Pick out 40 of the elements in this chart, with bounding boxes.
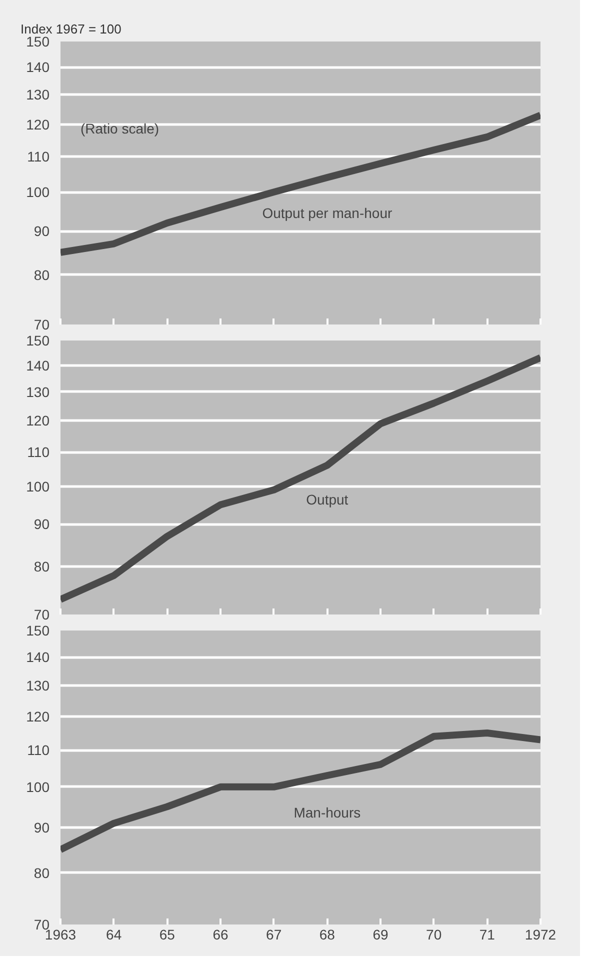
y-tick-label: 90 (34, 516, 50, 532)
y-tick-label: 80 (34, 266, 50, 283)
y-tick-label: 70 (34, 316, 50, 332)
y-tick-label: 150 (26, 622, 50, 638)
series-label: Output per man-hour (262, 204, 392, 221)
y-tick-label: 110 (27, 148, 50, 165)
series-label: Man-hours (294, 804, 361, 820)
y-tick-label: 100 (26, 184, 50, 200)
y-tick-label: 130 (26, 86, 50, 103)
y-tick-label: 130 (26, 384, 50, 400)
y-tick-label: 120 (26, 412, 50, 429)
x-tick-label: 68 (319, 926, 336, 942)
y-tick-label: 150 (26, 332, 50, 348)
x-tick-label: 67 (266, 926, 282, 942)
y-tick-label: 90 (34, 223, 50, 240)
y-tick-label: 70 (34, 606, 50, 622)
y-tick-label: 120 (26, 116, 50, 132)
y-tick-label: 150 (26, 34, 50, 50)
x-tick-label: 70 (426, 926, 442, 942)
y-tick-label: 100 (26, 778, 50, 795)
y-tick-label: 120 (26, 708, 50, 725)
chart-title: Index 1967 = 100 (20, 22, 122, 36)
annotation: (Ratio scale) (80, 120, 160, 136)
y-tick-label: 90 (34, 820, 50, 836)
y-tick-label: 140 (26, 649, 50, 666)
y-tick-label: 110 (27, 742, 50, 758)
x-tick-label: 1972 (524, 926, 556, 942)
x-tick-label: 64 (106, 926, 122, 942)
y-tick-label: 80 (34, 558, 50, 574)
y-tick-label: 100 (26, 478, 50, 494)
y-tick-label: 80 (34, 864, 50, 881)
series-label: Output (306, 492, 348, 508)
x-tick-label: 65 (159, 926, 176, 942)
x-tick-label: 69 (372, 926, 388, 942)
y-tick-label: 130 (26, 678, 50, 694)
y-tick-label: 140 (26, 59, 50, 76)
y-tick-label: 110 (27, 444, 50, 460)
y-tick-label: 140 (26, 357, 50, 374)
x-tick-label: 66 (212, 926, 228, 942)
x-tick-label: 71 (479, 926, 496, 942)
